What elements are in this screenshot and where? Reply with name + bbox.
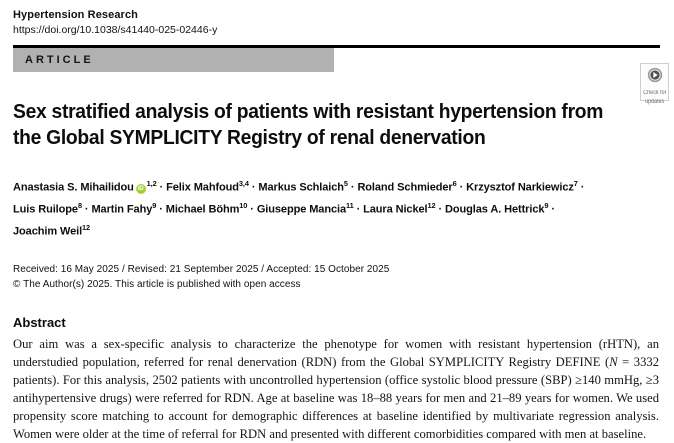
author-name[interactable]: Krzysztof Narkiewicz	[466, 181, 574, 194]
history-dates: Received: 16 May 2025 / Revised: 21 Sept…	[13, 263, 390, 275]
author-affiliation-superscript: 5	[343, 179, 348, 188]
author-separator: ·	[353, 203, 364, 216]
author-line: Joachim Weil12	[13, 219, 650, 241]
author-separator: ·	[456, 181, 467, 194]
author-separator: ·	[156, 203, 166, 216]
author-name[interactable]: Roland Schmieder	[357, 181, 453, 194]
abstract-text: Our aim was a sex-specific analysis to c…	[13, 335, 659, 443]
author-name[interactable]: Luis Ruilope	[13, 203, 78, 216]
author-affiliation-superscript: 9	[152, 201, 157, 211]
author-name[interactable]: Douglas A. Hettrick	[445, 203, 545, 216]
orcid-icon[interactable]: iD	[135, 183, 146, 194]
author-list: Anastasia S. Mihailidou iD1,2 · Felix Mah…	[13, 175, 660, 242]
article-title-line: Sex stratified analysis of patients with…	[13, 100, 604, 123]
abstract-segment: N	[609, 354, 618, 369]
article-title-line: the Global SYMPLICITY Registry of renal …	[13, 125, 486, 149]
author-name[interactable]: Markus Schlaich	[258, 181, 344, 194]
author-name[interactable]: Anastasia S. Mihailidou	[13, 181, 134, 194]
check-for-updates-label-line1: Check for	[642, 90, 667, 96]
author-affiliation-superscript: 7	[573, 179, 578, 188]
author-separator: ·	[156, 181, 167, 194]
author-affiliation-superscript: 8	[77, 201, 82, 211]
author-line: Anastasia S. Mihailidou iD1,2 · Felix Mah…	[13, 175, 650, 197]
copyright-line: © The Author(s) 2025. This article is pu…	[13, 278, 301, 290]
author-affiliation-superscript: 11	[345, 201, 354, 211]
author-separator: ·	[247, 203, 257, 216]
author-affiliation-superscript: 12	[427, 201, 436, 211]
author-name[interactable]: Martin Fahy	[91, 203, 153, 216]
author-affiliation-superscript: 12	[82, 223, 91, 233]
abstract-segment: Our aim was a sex-specific analysis to c…	[13, 336, 659, 369]
article-type-badge: ARTICLE	[13, 48, 334, 72]
author-name[interactable]: Michael Böhm	[165, 203, 240, 216]
author-line: Luis Ruilope8 · Martin Fahy9 · Michael B…	[13, 197, 650, 219]
abstract-heading: Abstract	[13, 314, 66, 330]
author-name[interactable]: Giuseppe Mancia	[256, 203, 346, 216]
author-name[interactable]: Joachim Weil	[13, 226, 83, 239]
author-separator: ·	[577, 181, 585, 194]
article-title: Sex stratified analysis of patients with…	[13, 99, 660, 150]
header-rule	[13, 45, 660, 48]
check-for-updates-button[interactable]: Check for updates	[640, 63, 669, 105]
crossmark-icon	[647, 67, 663, 88]
author-affiliation-superscript: 6	[452, 179, 457, 188]
author-separator: ·	[347, 181, 358, 194]
author-name[interactable]: Laura Nickel	[363, 203, 428, 216]
check-for-updates-label-line2: updates	[644, 98, 665, 105]
author-affiliation-superscript: 1,2	[146, 179, 157, 188]
author-affiliation-superscript: 10	[239, 201, 248, 211]
journal-name: Hypertension Research	[13, 9, 138, 21]
article-first-page: Hypertension Research https://doi.org/10…	[13, 9, 669, 441]
author-separator: ·	[435, 203, 446, 216]
author-name[interactable]: Felix Mahfoud	[166, 181, 239, 194]
article-type-label: ARTICLE	[25, 54, 94, 66]
author-separator: ·	[81, 203, 92, 216]
author-separator: ·	[548, 203, 555, 216]
author-separator: ·	[248, 181, 259, 194]
doi-link[interactable]: https://doi.org/10.1038/s41440-025-02446…	[13, 24, 218, 36]
author-affiliation-superscript: 9	[544, 201, 549, 211]
author-affiliation-superscript: 3,4	[238, 179, 249, 188]
